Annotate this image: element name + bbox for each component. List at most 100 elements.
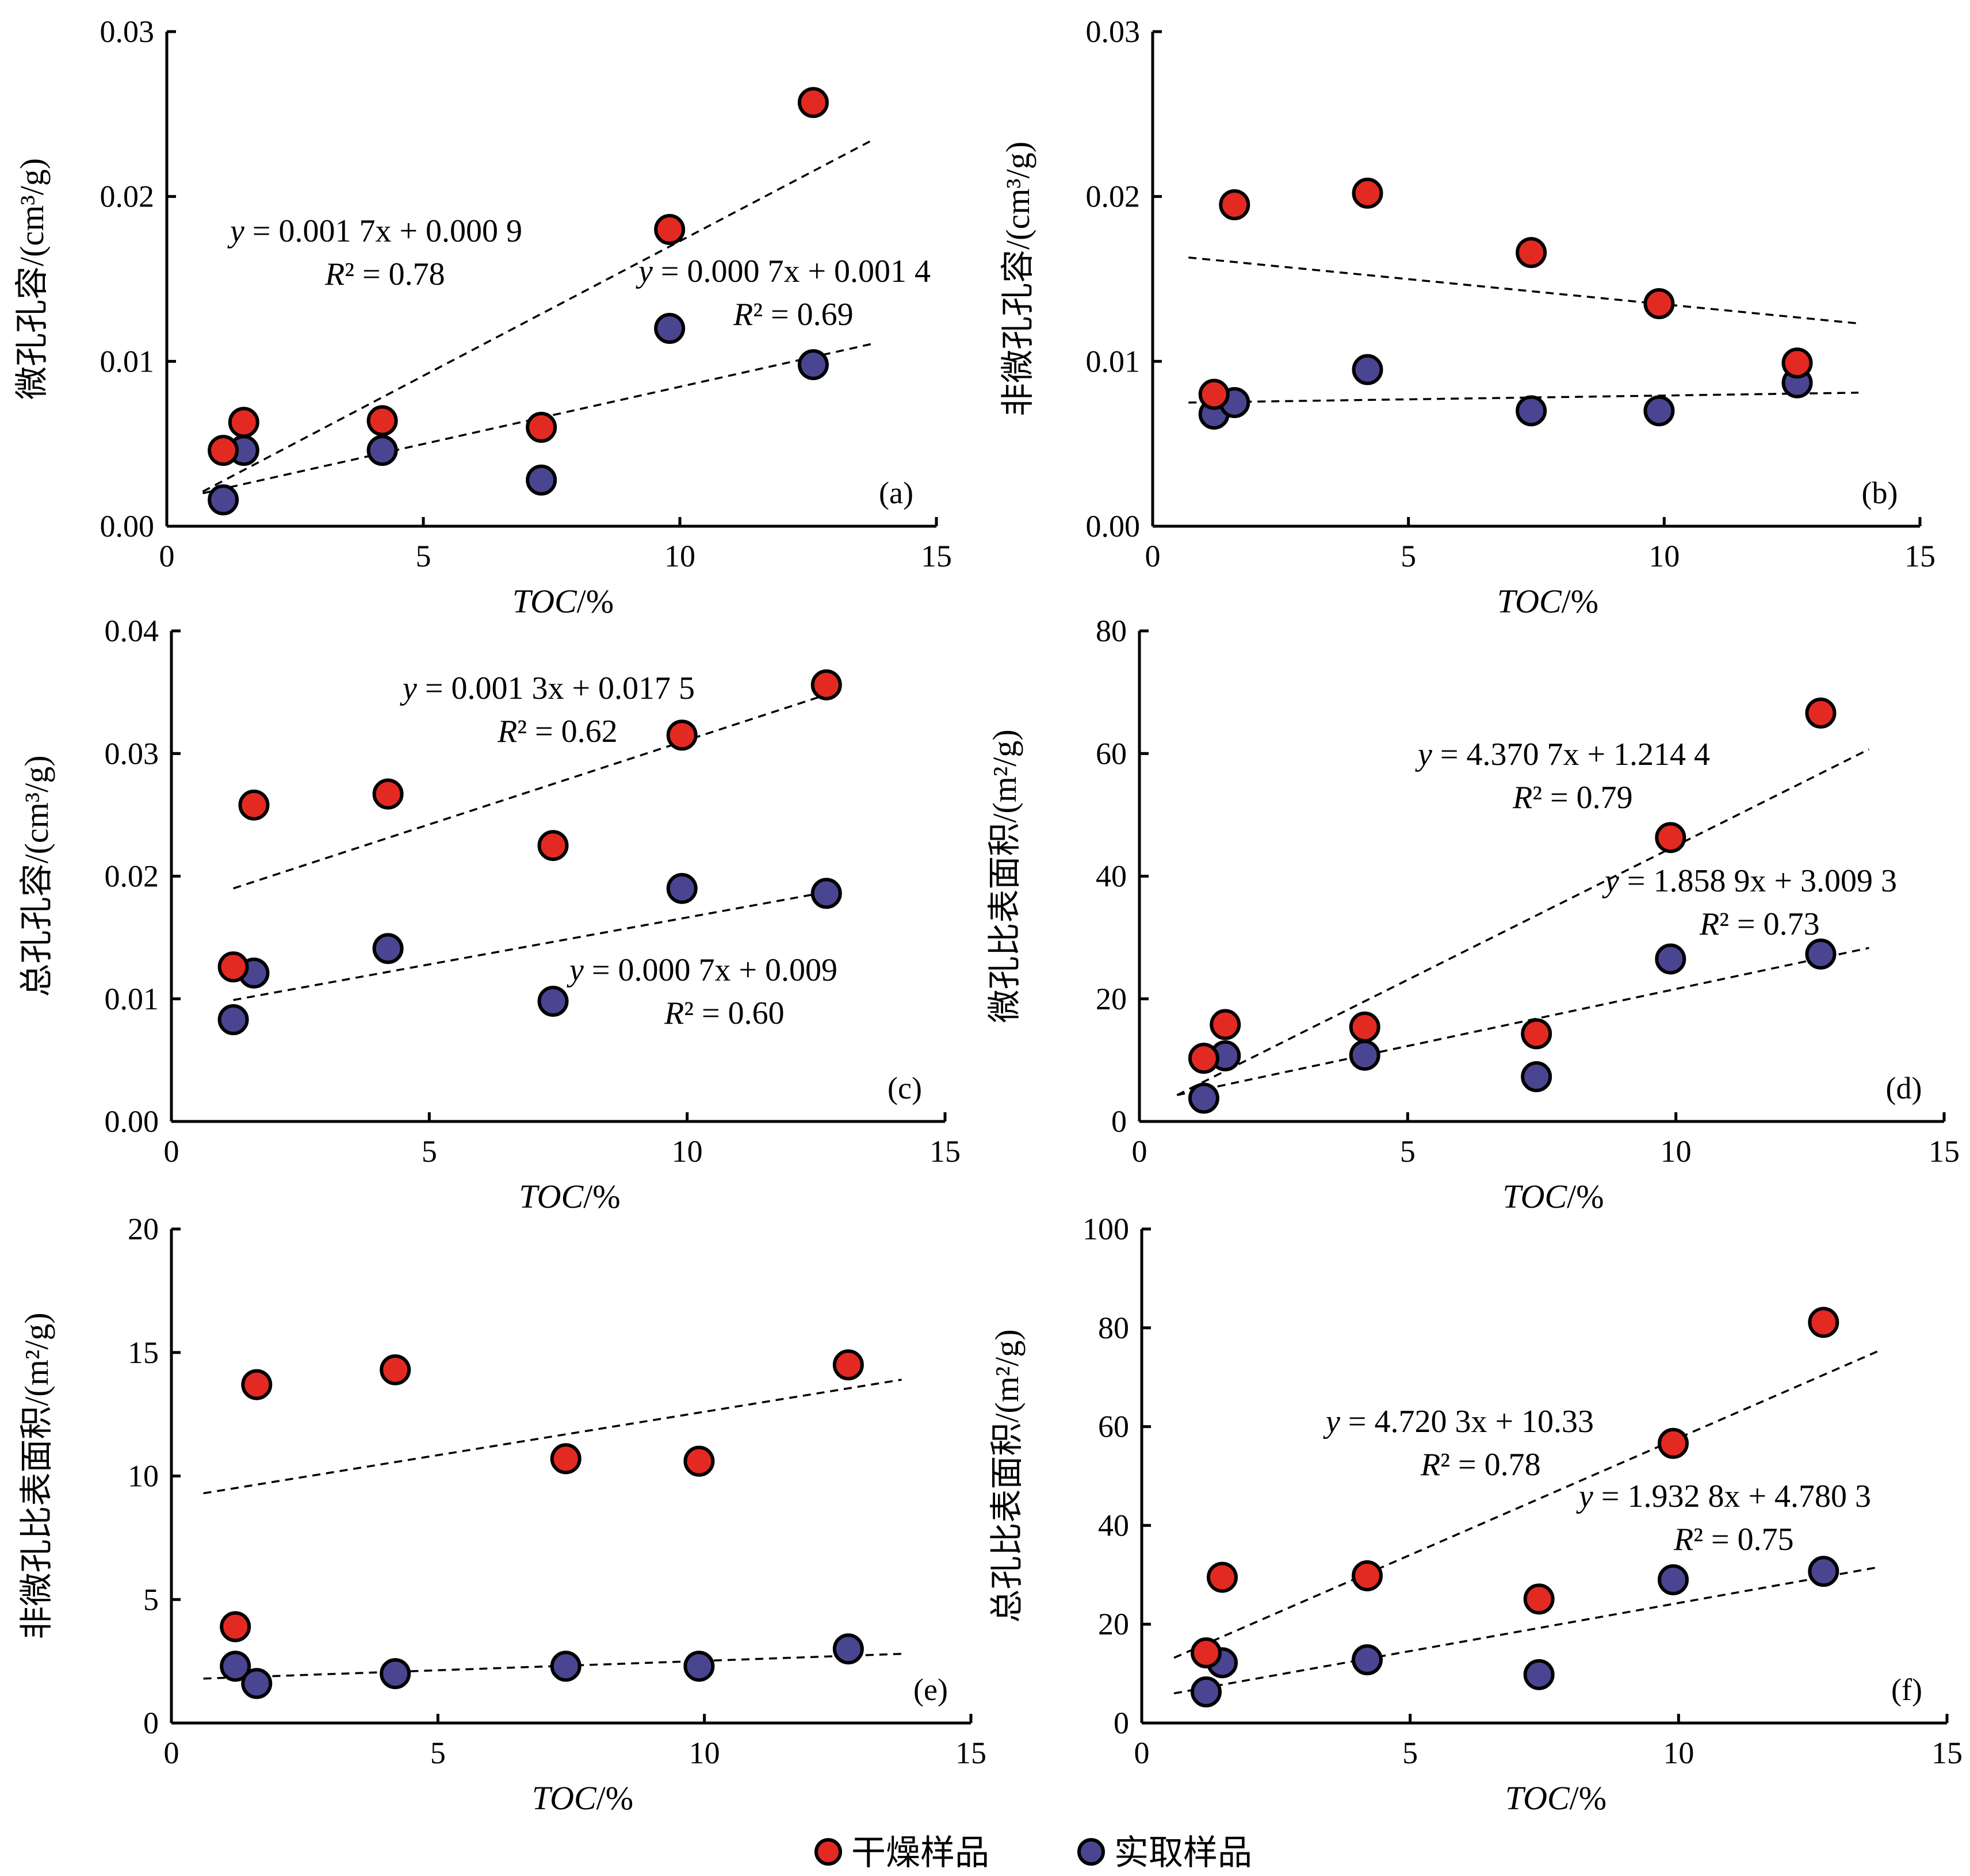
panel-letter: (a) bbox=[879, 476, 913, 510]
equation-label: y = 4.720 3x + 10.33 bbox=[1323, 1404, 1594, 1439]
y-tick-label: 0.01 bbox=[1086, 344, 1141, 378]
point-dry bbox=[1219, 189, 1250, 220]
y-tick-label: 80 bbox=[1098, 1311, 1129, 1345]
point-dry bbox=[1188, 1043, 1219, 1074]
x-axis-title: TOC/% bbox=[1505, 1779, 1606, 1817]
y-axis-title: 微孔孔容/(cm³/g) bbox=[13, 158, 51, 400]
point-fresh bbox=[1191, 1676, 1222, 1707]
point-dry bbox=[832, 1349, 864, 1381]
point-dry bbox=[526, 412, 557, 443]
point-dry bbox=[1805, 697, 1837, 729]
y-tick-label: 20 bbox=[128, 1212, 159, 1246]
point-dry bbox=[550, 1443, 582, 1475]
x-axis-title: TOC/% bbox=[512, 583, 614, 620]
x-tick-label: 5 bbox=[422, 1134, 437, 1169]
x-tick-label: 5 bbox=[430, 1736, 446, 1770]
equation-label: y = 0.001 7x + 0.000 9 bbox=[227, 213, 522, 249]
equation-label: y = 1.932 8x + 4.780 3 bbox=[1576, 1479, 1871, 1514]
point-dry bbox=[1523, 1583, 1555, 1615]
point-fresh bbox=[1658, 1564, 1689, 1595]
point-dry bbox=[238, 789, 270, 821]
point-fresh bbox=[832, 1633, 864, 1665]
point-fresh bbox=[1352, 1644, 1383, 1676]
r-squared-label: R² = 0.75 bbox=[1673, 1522, 1794, 1557]
x-tick-label: 0 bbox=[1134, 1736, 1150, 1770]
point-fresh bbox=[217, 1004, 249, 1036]
panel-letter: (b) bbox=[1862, 476, 1898, 510]
x-tick-label: 0 bbox=[159, 539, 175, 573]
y-tick-label: 0 bbox=[1114, 1706, 1129, 1740]
x-tick-label: 10 bbox=[1663, 1736, 1694, 1770]
y-tick-label: 0.02 bbox=[105, 859, 159, 894]
r-squared-label: R² = 0.69 bbox=[733, 297, 854, 332]
x-tick-label: 5 bbox=[1401, 539, 1416, 573]
y-tick-label: 0.02 bbox=[100, 179, 155, 214]
point-fresh bbox=[1521, 1061, 1552, 1093]
x-tick-label: 0 bbox=[1132, 1134, 1147, 1169]
trendline-fresh bbox=[233, 891, 827, 1001]
r-squared-label: R² = 0.78 bbox=[1420, 1447, 1541, 1483]
trendline-fresh bbox=[1173, 1566, 1877, 1695]
panel-d: 0 20 40 60 80 0 5 10 15 TOC/% 微孔比表面积/(m²/g) (d) y = … bbox=[986, 614, 1960, 1215]
legend-marker-fresh bbox=[1077, 1838, 1105, 1866]
point-fresh bbox=[372, 933, 404, 964]
point-dry bbox=[228, 407, 259, 438]
y-axis-title: 总孔孔容/(cm³/g) bbox=[18, 755, 55, 997]
legend-label-fresh: 实取样品 bbox=[1114, 1833, 1252, 1873]
point-dry bbox=[1516, 237, 1547, 269]
point-dry bbox=[1198, 378, 1230, 410]
point-dry bbox=[366, 405, 398, 437]
x-tick-label: 15 bbox=[921, 539, 952, 573]
panel-b: 0.00 0.01 0.02 0.03 0 5 10 15 TOC/% 非微孔孔容/(cm³/g)… bbox=[999, 14, 1935, 620]
point-fresh bbox=[241, 1668, 273, 1699]
x-tick-label: 15 bbox=[1929, 1134, 1960, 1169]
x-tick-label: 15 bbox=[929, 1134, 961, 1169]
point-dry bbox=[1655, 822, 1686, 853]
point-dry bbox=[1781, 347, 1813, 379]
panel-letter: (f) bbox=[1891, 1672, 1922, 1707]
trendline-dry bbox=[1173, 1350, 1878, 1659]
point-fresh bbox=[1643, 395, 1675, 427]
panel-c: 0.00 0.01 0.02 0.03 0.04 0 5 10 15 TOC/% 总孔孔容/(cm³… bbox=[18, 614, 961, 1215]
y-tick-label: 0 bbox=[143, 1706, 159, 1740]
panel-a: 0.00 0.01 0.02 0.03 0 5 10 15 TOC/% 微孔孔容/(cm³/g) (… bbox=[13, 14, 952, 620]
point-fresh bbox=[797, 349, 829, 381]
y-tick-label: 0.03 bbox=[100, 14, 155, 49]
y-axis-title: 总孔比表面积/(m²/g) bbox=[988, 1329, 1026, 1622]
point-dry bbox=[1658, 1427, 1689, 1459]
x-tick-label: 5 bbox=[416, 539, 431, 573]
point-dry bbox=[1210, 1009, 1241, 1040]
point-dry bbox=[1643, 288, 1675, 319]
r-squared-label: R² = 0.79 bbox=[1512, 780, 1633, 816]
y-tick-label: 10 bbox=[128, 1459, 159, 1494]
y-tick-label: 80 bbox=[1096, 614, 1127, 648]
point-fresh bbox=[810, 878, 842, 909]
trendline-dry bbox=[202, 137, 875, 493]
point-fresh bbox=[1516, 395, 1547, 427]
point-fresh bbox=[654, 313, 686, 344]
point-dry bbox=[220, 1611, 251, 1643]
point-dry bbox=[537, 830, 569, 862]
point-dry bbox=[380, 1354, 411, 1385]
legend: 干燥样品 实取样品 bbox=[814, 1833, 1252, 1873]
trendline-dry bbox=[1176, 748, 1870, 1096]
point-dry bbox=[217, 951, 249, 983]
point-fresh bbox=[537, 986, 569, 1017]
x-axis-title: TOC/% bbox=[1502, 1178, 1604, 1215]
point-dry bbox=[797, 87, 829, 118]
r-squared-label: R² = 0.62 bbox=[497, 714, 618, 749]
y-tick-label: 0.00 bbox=[1086, 509, 1141, 543]
point-fresh bbox=[550, 1651, 582, 1682]
trendline-dry bbox=[1188, 256, 1859, 325]
panels: 0.00 0.01 0.02 0.03 0 5 10 15 TOC/% 微孔孔容/(cm³/g) (… bbox=[13, 14, 1963, 1817]
equation-label: y = 0.000 7x + 0.009 bbox=[567, 952, 837, 988]
point-dry bbox=[1521, 1018, 1552, 1050]
point-fresh bbox=[526, 464, 557, 496]
point-dry bbox=[1207, 1561, 1238, 1593]
panel-letter: (e) bbox=[913, 1672, 948, 1707]
point-fresh bbox=[208, 484, 239, 516]
r-squared-label: R² = 0.60 bbox=[664, 996, 785, 1031]
x-axis-title: TOC/% bbox=[519, 1178, 620, 1215]
y-tick-label: 0.04 bbox=[105, 614, 159, 648]
point-fresh bbox=[366, 435, 398, 466]
